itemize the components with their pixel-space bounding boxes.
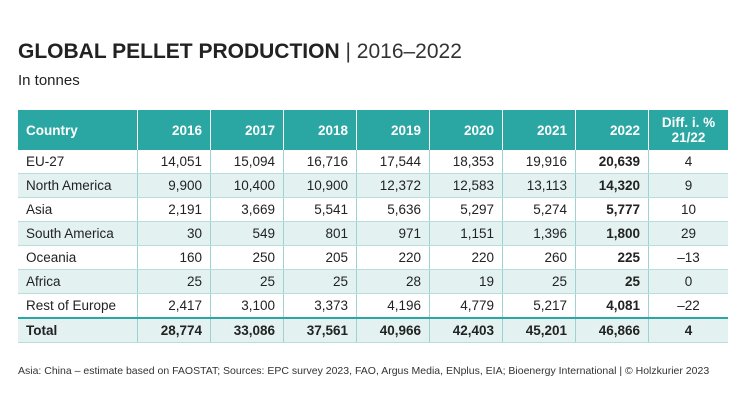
column-header: 2017 [210,110,284,150]
table-row: EU-27 14,051 15,094 16,716 17,544 18,353 19,91… [18,150,728,174]
table-cell: North America [18,173,138,198]
table-cell: 9,900 [137,173,211,198]
table-cell: 971 [356,221,430,246]
table-cell: 1,151 [429,221,503,246]
table-cell: 20,639 [575,150,649,174]
table-cell: 25 [502,269,576,294]
column-header: 2021 [502,110,576,150]
table-row: South America 30 549 801 971 1,151 1,396 1,800 2… [18,221,728,246]
table-cell: 801 [283,221,357,246]
title-line: GLOBAL PELLET PRODUCTION | 2016–2022 [18,40,462,64]
table-cell: 30 [137,221,211,246]
table-cell: 28,774 [137,317,211,343]
table-cell: 4 [648,150,728,174]
separator: | [345,40,351,63]
table-cell: 3,669 [210,197,284,222]
table-cell: 13,113 [502,173,576,198]
table-cell: 2,191 [137,197,211,222]
table-cell: 1,396 [502,221,576,246]
table-row: North America 9,900 10,400 10,900 12,372 12,5… [18,173,728,198]
table-cell: 33,086 [210,317,284,343]
table-cell: 18,353 [429,150,503,174]
table-cell: 5,274 [502,197,576,222]
table-cell: South America [18,221,138,246]
table-row: Rest of Europe 2,417 3,100 3,373 4,196 4,779 5… [18,293,728,319]
column-header: Country [18,110,138,150]
table-cell: 5,297 [429,197,503,222]
table-cell: 28 [356,269,430,294]
table-cell: 220 [356,245,430,270]
table-cell: 5,636 [356,197,430,222]
table-cell: 12,372 [356,173,430,198]
table-cell: 4,779 [429,293,503,319]
table-cell: 14,051 [137,150,211,174]
table-cell: EU-27 [18,150,138,174]
table-cell: 4,081 [575,293,649,319]
table-cell: 19 [429,269,503,294]
table-cell: 25 [137,269,211,294]
table-cell: 3,100 [210,293,284,319]
table-cell: 160 [137,245,211,270]
table-cell: 25 [575,269,649,294]
table-cell: Africa [18,269,138,294]
table-cell: 4,196 [356,293,430,319]
table-cell: 16,716 [283,150,357,174]
table-cell: 10,900 [283,173,357,198]
table-row: Asia 2,191 3,669 5,541 5,636 5,297 5,274 5,777 1… [18,197,728,222]
table-cell: 5,777 [575,197,649,222]
period: 2016–2022 [356,40,462,63]
table-cell: 205 [283,245,357,270]
table: Country 2016 2017 2018 2019 2020 2021 2022 Diff.… [18,110,728,343]
table-row: Oceania 160 250 205 220 220 260 225 –13 [18,245,728,270]
column-header: 2020 [429,110,503,150]
table-cell: 10,400 [210,173,284,198]
table-cell: 4 [648,317,728,343]
footer: Asia: China – estimate based on FAOSTAT;… [18,365,710,377]
title: GLOBAL PELLET PRODUCTION [18,40,340,63]
table-cell: 0 [648,269,728,294]
table-cell: 9 [648,173,728,198]
table-cell: 250 [210,245,284,270]
table-cell: 2,417 [137,293,211,319]
table-cell: 25 [210,269,284,294]
column-header: 2022 [575,110,649,150]
table-row: Africa 25 25 25 28 19 25 25 0 [18,269,728,294]
table-cell: 19,916 [502,150,576,174]
header-row: Country 2016 2017 2018 2019 2020 2021 2022 Diff.… [18,110,728,150]
table-cell: 37,561 [283,317,357,343]
table-cell: 5,541 [283,197,357,222]
table-cell: 225 [575,245,649,270]
table-cell: –22 [648,293,728,319]
table-cell: 40,966 [356,317,430,343]
table-cell: 12,583 [429,173,503,198]
table-cell: 25 [283,269,357,294]
column-header: 2018 [283,110,357,150]
table-cell: 15,094 [210,150,284,174]
table-cell: 5,217 [502,293,576,319]
table-cell: 3,373 [283,293,357,319]
table-cell: 46,866 [575,317,649,343]
table-cell: Rest of Europe [18,293,138,319]
table-cell: 42,403 [429,317,503,343]
subtitle: In tonnes [18,72,80,89]
table-cell: 14,320 [575,173,649,198]
table-row: Total 28,774 33,086 37,561 40,966 42,403 45,20… [18,317,728,343]
table-cell: 220 [429,245,503,270]
table-cell: 260 [502,245,576,270]
table-cell: –13 [648,245,728,270]
column-header: Diff. i. % 21/22 [648,110,728,150]
table-cell: 1,800 [575,221,649,246]
table-cell: 17,544 [356,150,430,174]
table-cell: 45,201 [502,317,576,343]
table-cell: Total [18,317,138,343]
table-cell: 29 [648,221,728,246]
table-cell: 10 [648,197,728,222]
column-header: 2019 [356,110,430,150]
table-cell: Asia [18,197,138,222]
table-cell: 549 [210,221,284,246]
column-header: 2016 [137,110,211,150]
table-cell: Oceania [18,245,138,270]
